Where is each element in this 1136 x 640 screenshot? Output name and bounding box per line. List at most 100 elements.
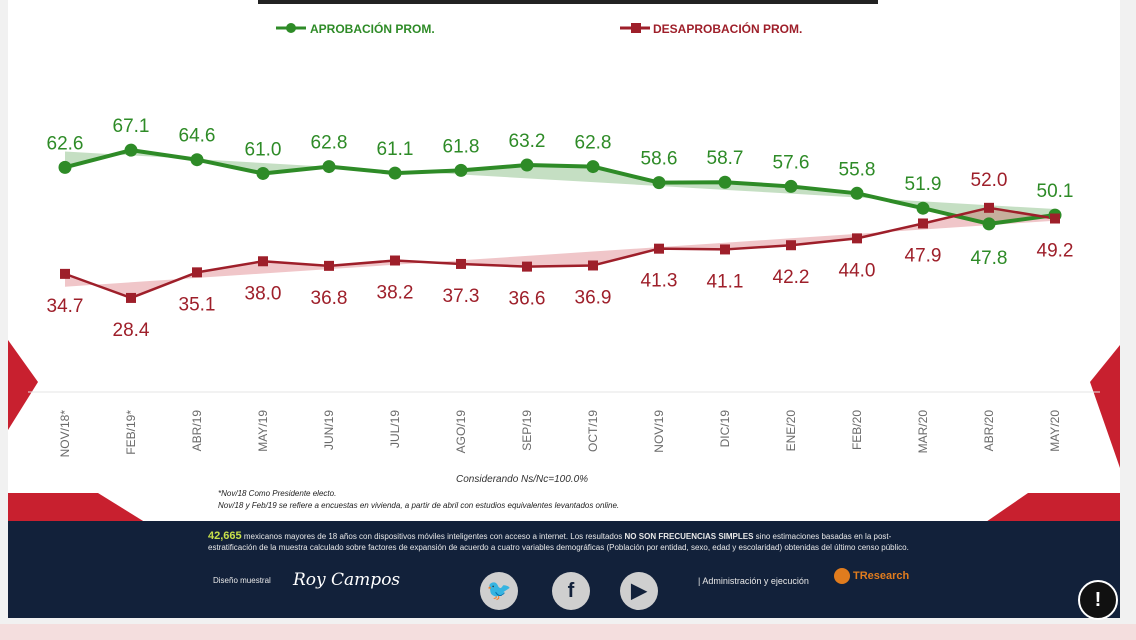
- x-tick-label-3: MAY/19: [256, 410, 270, 452]
- data-label-approval-1: 67.1: [113, 116, 150, 137]
- legend-label-approval: APROBACIÓN PROM.: [310, 21, 435, 36]
- point-approval-14: [982, 217, 996, 231]
- admin-text: | Administración y ejecución: [698, 576, 809, 586]
- point-disapproval-1: [126, 292, 136, 303]
- data-label-approval-12: 55.8: [839, 159, 876, 180]
- x-tick-label-10: DIC/19: [718, 410, 732, 448]
- brand-name: TResearch: [853, 570, 910, 582]
- design-label: Diseño muestral: [213, 576, 271, 585]
- x-tick-label-4: JUN/19: [322, 410, 336, 450]
- x-tick-label-14: ABR/20: [982, 410, 996, 452]
- legend-item-approval: APROBACIÓN PROM.: [276, 21, 435, 36]
- data-label-disapproval-0: 34.7: [47, 296, 84, 317]
- point-approval-13: [916, 201, 930, 215]
- considering-note: Considerando Ns/Nc=100.0%: [456, 474, 589, 485]
- point-disapproval-9: [654, 243, 664, 254]
- x-tick-label-13: MAR/20: [916, 410, 930, 454]
- alert-icon[interactable]: !: [1078, 580, 1118, 620]
- point-disapproval-15: [1050, 213, 1060, 224]
- point-approval-12: [850, 186, 864, 200]
- x-tick-label-0: NOV/18*: [58, 410, 72, 458]
- chart-card: APROBACIÓN PROM. DESAPROBACIÓN PROM. 62.…: [8, 0, 1120, 618]
- point-approval-11: [784, 179, 798, 193]
- point-approval-5: [388, 166, 402, 180]
- point-approval-9: [652, 176, 666, 190]
- data-label-approval-14: 47.8: [971, 248, 1008, 269]
- right-red-accent: [1090, 345, 1120, 468]
- point-approval-8: [586, 160, 600, 174]
- point-disapproval-13: [918, 218, 928, 229]
- method-text-a: mexicanos mayores de 18 años con disposi…: [241, 532, 625, 541]
- trend-bands: [65, 150, 1055, 298]
- series-markers: [58, 143, 1062, 303]
- data-label-disapproval-7: 36.6: [509, 289, 546, 310]
- data-label-disapproval-2: 35.1: [179, 294, 216, 315]
- youtube-icon[interactable]: ▶: [620, 572, 658, 610]
- data-label-disapproval-9: 41.3: [641, 271, 678, 292]
- method-text-b: sino estimaciones basadas en la post-est…: [208, 532, 909, 552]
- x-tick-label-7: SEP/19: [520, 410, 534, 451]
- series-line-disapproval: [64, 206, 1056, 300]
- data-label-disapproval-10: 41.1: [707, 271, 744, 292]
- point-approval-0: [58, 160, 72, 174]
- x-tick-label-15: MAY/20: [1048, 410, 1062, 452]
- point-approval-7: [520, 158, 534, 172]
- point-disapproval-3: [258, 256, 268, 267]
- point-disapproval-10: [720, 244, 730, 255]
- data-label-approval-8: 62.8: [575, 133, 612, 154]
- data-label-approval-3: 61.0: [245, 139, 282, 160]
- point-disapproval-14: [984, 202, 994, 213]
- facebook-icon[interactable]: f: [552, 572, 590, 610]
- point-approval-1: [124, 143, 138, 157]
- legend-item-disapproval: DESAPROBACIÓN PROM.: [620, 21, 802, 36]
- point-approval-2: [190, 153, 204, 167]
- data-label-approval-0: 62.6: [47, 133, 84, 154]
- data-label-disapproval-15: 49.2: [1037, 241, 1074, 262]
- point-disapproval-11: [786, 240, 796, 251]
- data-label-approval-9: 58.6: [641, 149, 678, 170]
- x-tick-label-9: NOV/19: [652, 410, 666, 453]
- data-label-approval-15: 50.1: [1037, 181, 1074, 202]
- data-label-approval-2: 64.6: [179, 126, 216, 147]
- point-disapproval-0: [60, 268, 70, 279]
- point-disapproval-12: [852, 233, 862, 244]
- data-label-disapproval-11: 42.2: [773, 267, 810, 288]
- point-approval-3: [256, 166, 270, 180]
- footnotes: *Nov/18 Como Presidente electo. Nov/18 y…: [218, 488, 619, 512]
- data-label-approval-10: 58.7: [707, 148, 744, 169]
- bottom-strip: [0, 624, 1136, 640]
- point-disapproval-8: [588, 260, 598, 271]
- footnote-survey-method: Nov/18 y Feb/19 se refiere a encuestas e…: [218, 501, 620, 510]
- data-label-disapproval-3: 38.0: [245, 283, 282, 304]
- data-label-disapproval-14: 52.0: [971, 170, 1008, 191]
- data-labels: 62.6 67.1 64.6 61.0 62.8 61.1 61.8 63.2 62.8 58.6…: [47, 116, 1074, 341]
- data-label-disapproval-5: 38.2: [377, 283, 414, 304]
- x-tick-label-8: OCT/19: [586, 410, 600, 452]
- legend-label-disapproval: DESAPROBACIÓN PROM.: [653, 21, 802, 36]
- data-label-approval-4: 62.8: [311, 133, 348, 154]
- data-label-disapproval-8: 36.9: [575, 287, 612, 308]
- x-tick-label-6: AGO/19: [454, 410, 468, 454]
- data-label-disapproval-12: 44.0: [839, 260, 876, 281]
- point-disapproval-5: [390, 255, 400, 266]
- x-tick-label-1: FEB/19*: [124, 410, 138, 455]
- data-label-disapproval-6: 37.3: [443, 286, 480, 307]
- method-bold: NO SON FRECUENCIAS SIMPLES: [624, 532, 754, 541]
- data-label-approval-13: 51.9: [905, 174, 942, 195]
- data-label-disapproval-4: 36.8: [311, 288, 348, 309]
- x-axis-ticks: NOV/18* FEB/19* ABR/19 MAY/19 JUN/19 JUL/19 AG…: [58, 410, 1062, 458]
- brand-logo: [834, 568, 850, 584]
- point-disapproval-6: [456, 258, 466, 269]
- series-lines: [64, 148, 1056, 300]
- design-signature: Roy Campos: [293, 570, 401, 590]
- methodology-text: 42,665 mexicanos mayores de 18 años con …: [208, 531, 938, 553]
- data-label-disapproval-1: 28.4: [113, 320, 150, 341]
- x-tick-label-2: ABR/19: [190, 410, 204, 452]
- title-remnant: [258, 0, 878, 4]
- point-approval-10: [718, 175, 732, 189]
- data-label-approval-6: 61.8: [443, 136, 480, 157]
- sample-count: 42,665: [208, 530, 242, 542]
- x-tick-label-11: ENE/20: [784, 410, 798, 452]
- series-line-approval: [64, 148, 1056, 226]
- twitter-icon[interactable]: 🐦: [480, 572, 518, 610]
